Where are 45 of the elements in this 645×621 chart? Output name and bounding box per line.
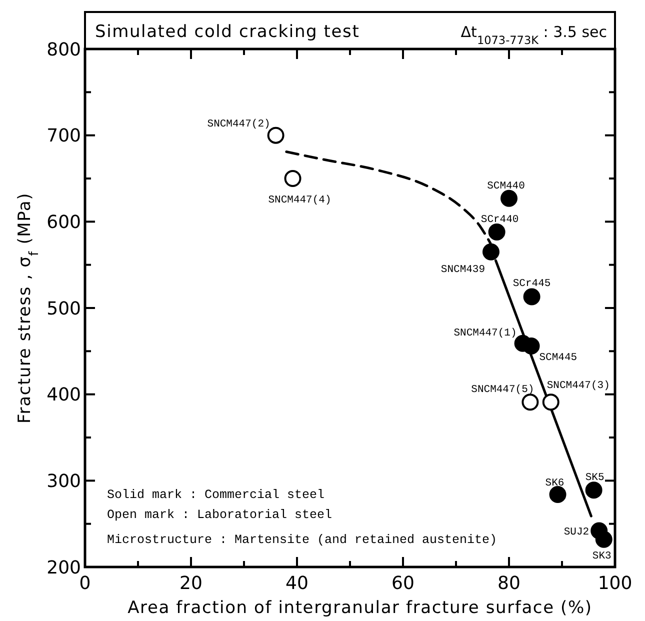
x-tick-label: 20 [180, 573, 202, 594]
point [500, 190, 518, 207]
x-tick-label: 80 [498, 573, 520, 594]
x-tick-label: 0 [79, 573, 91, 594]
annotation: SCM445 [539, 352, 578, 364]
y-tick-label: 400 [46, 384, 81, 406]
point [522, 337, 540, 354]
chart-subtitle: Δt$_{1073-773K}$ : 3.5 sec [460, 23, 607, 46]
y-tick-label: 700 [46, 126, 81, 147]
annotation: Solid mark : Commercial steel [107, 488, 325, 502]
annotation: SUJ2 [564, 526, 590, 539]
annotation: Microstructure : Martensite (and retained austenite) [107, 533, 498, 547]
annotation: SK5 [585, 472, 604, 484]
annotation: SCM440 [487, 180, 525, 192]
annotation: SNCM447(1) [454, 327, 517, 340]
annotation: SNCM447(2) [207, 118, 270, 130]
point [523, 288, 540, 306]
point [522, 394, 539, 411]
x-tick-label: 40 [286, 573, 308, 594]
point [595, 530, 612, 548]
annotation: SNCM439 [440, 264, 486, 276]
annotation: SCr445 [512, 278, 551, 290]
annotation: SNCM447(3) [546, 380, 610, 392]
x-tick-label: 100 [598, 573, 632, 594]
point [542, 394, 560, 411]
annotation: SK3 [592, 550, 612, 562]
y-tick-label: 300 [46, 470, 81, 492]
annotation: SCr440 [480, 214, 519, 226]
chart-title: Simulated cold cracking test [95, 22, 360, 42]
x-tick-label: 60 [392, 573, 414, 594]
annotation: SK6 [545, 477, 564, 490]
annotation: SNCM447(5) [471, 384, 534, 396]
y-tick-label: 200 [46, 557, 81, 578]
x-axis-title: Area fraction of intergranular fracture surface (%) [128, 598, 592, 618]
point [284, 170, 302, 187]
annotation: Open mark : Laboratorial steel [107, 508, 332, 522]
point [488, 224, 506, 241]
point [482, 243, 500, 260]
point [549, 486, 566, 503]
y-tick-label: 800 [46, 39, 81, 60]
point [267, 126, 284, 144]
y-tick-label: 500 [46, 298, 81, 320]
y-tick-label: 600 [46, 212, 81, 233]
point [585, 482, 602, 499]
annotation: SNCM447(4) [268, 194, 332, 206]
